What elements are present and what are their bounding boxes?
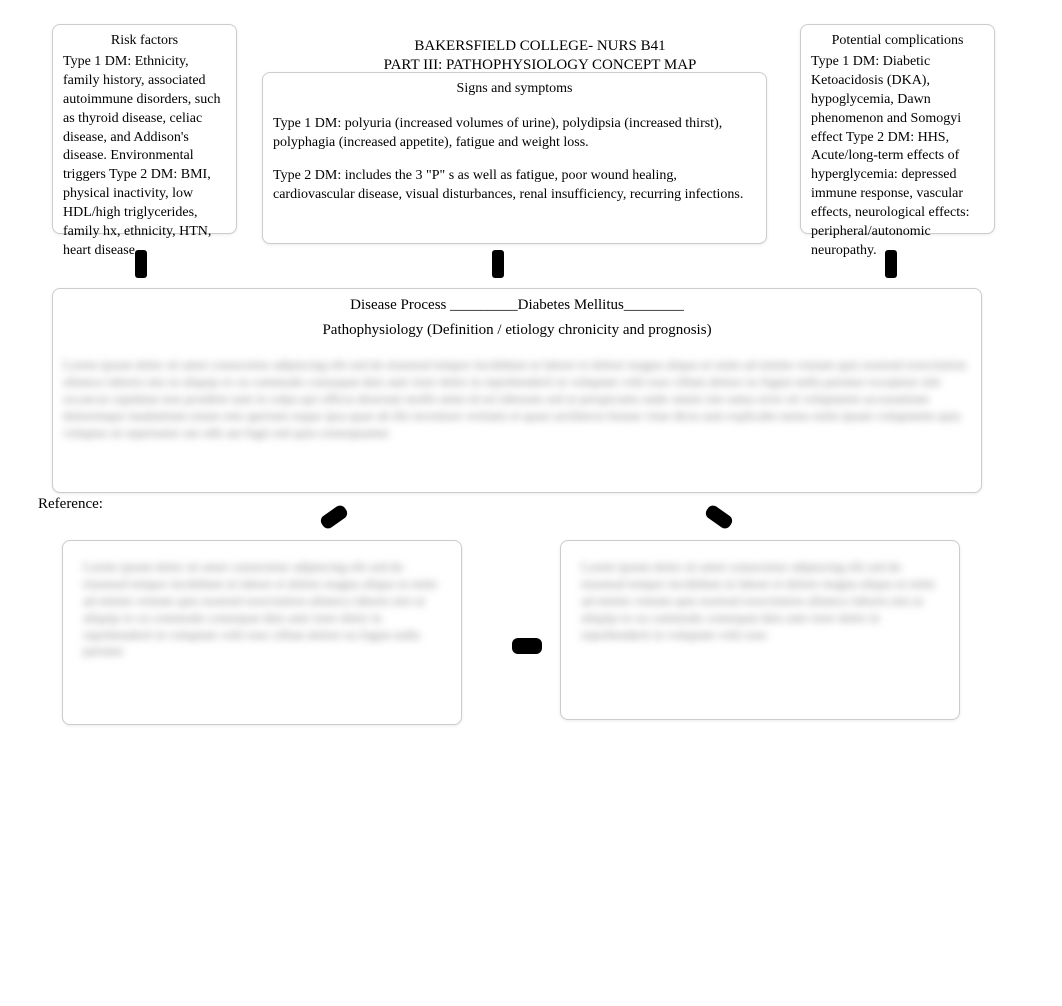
complications-box: Potential complications Type 1 DM: Diabe… — [800, 24, 995, 234]
disease-line2: Pathophysiology (Definition / etiology c… — [63, 322, 971, 339]
risk-factors-title: Risk factors — [63, 33, 226, 49]
arrow-horizontal-icon — [512, 638, 542, 654]
complications-title: Potential complications — [811, 33, 984, 49]
risk-factors-box: Risk factors Type 1 DM: Ethnicity, famil… — [52, 24, 237, 234]
risk-factors-body: Type 1 DM: Ethnicity, family history, as… — [63, 53, 226, 261]
disease-process-box: Disease Process _________Diabetes Mellit… — [52, 288, 982, 493]
bottom-left-box: Lorem ipsum dolor sit amet consectetur a… — [62, 540, 462, 725]
reference-label: Reference: — [38, 496, 103, 513]
arrow-down-icon — [492, 250, 504, 278]
arrow-diag-left-icon — [319, 503, 350, 531]
signs-title: Signs and symptoms — [273, 81, 756, 97]
bottom-left-blurred: Lorem ipsum dolor sit amet consectetur a… — [73, 549, 451, 670]
disease-line1: Disease Process _________Diabetes Mellit… — [63, 297, 971, 314]
header-line1: BAKERSFIELD COLLEGE- NURS B41 — [360, 38, 720, 55]
arrow-diag-right-icon — [704, 503, 735, 531]
signs-p1: Type 1 DM: polyuria (increased volumes o… — [273, 115, 756, 153]
signs-p2: Type 2 DM: includes the 3 "P" s as well … — [273, 167, 756, 205]
page-header: BAKERSFIELD COLLEGE- NURS B41 PART III: … — [360, 38, 720, 74]
arrow-down-icon — [885, 250, 897, 278]
arrow-down-icon — [135, 250, 147, 278]
bottom-right-box: Lorem ipsum dolor sit amet consectetur a… — [560, 540, 960, 720]
complications-body: Type 1 DM: Diabetic Ketoacidosis (DKA), … — [811, 53, 984, 261]
signs-symptoms-box: Signs and symptoms Type 1 DM: polyuria (… — [262, 72, 767, 244]
disease-blurred-text: Lorem ipsum dolor sit amet consectetur a… — [63, 357, 971, 441]
bottom-right-blurred: Lorem ipsum dolor sit amet consectetur a… — [571, 549, 949, 653]
